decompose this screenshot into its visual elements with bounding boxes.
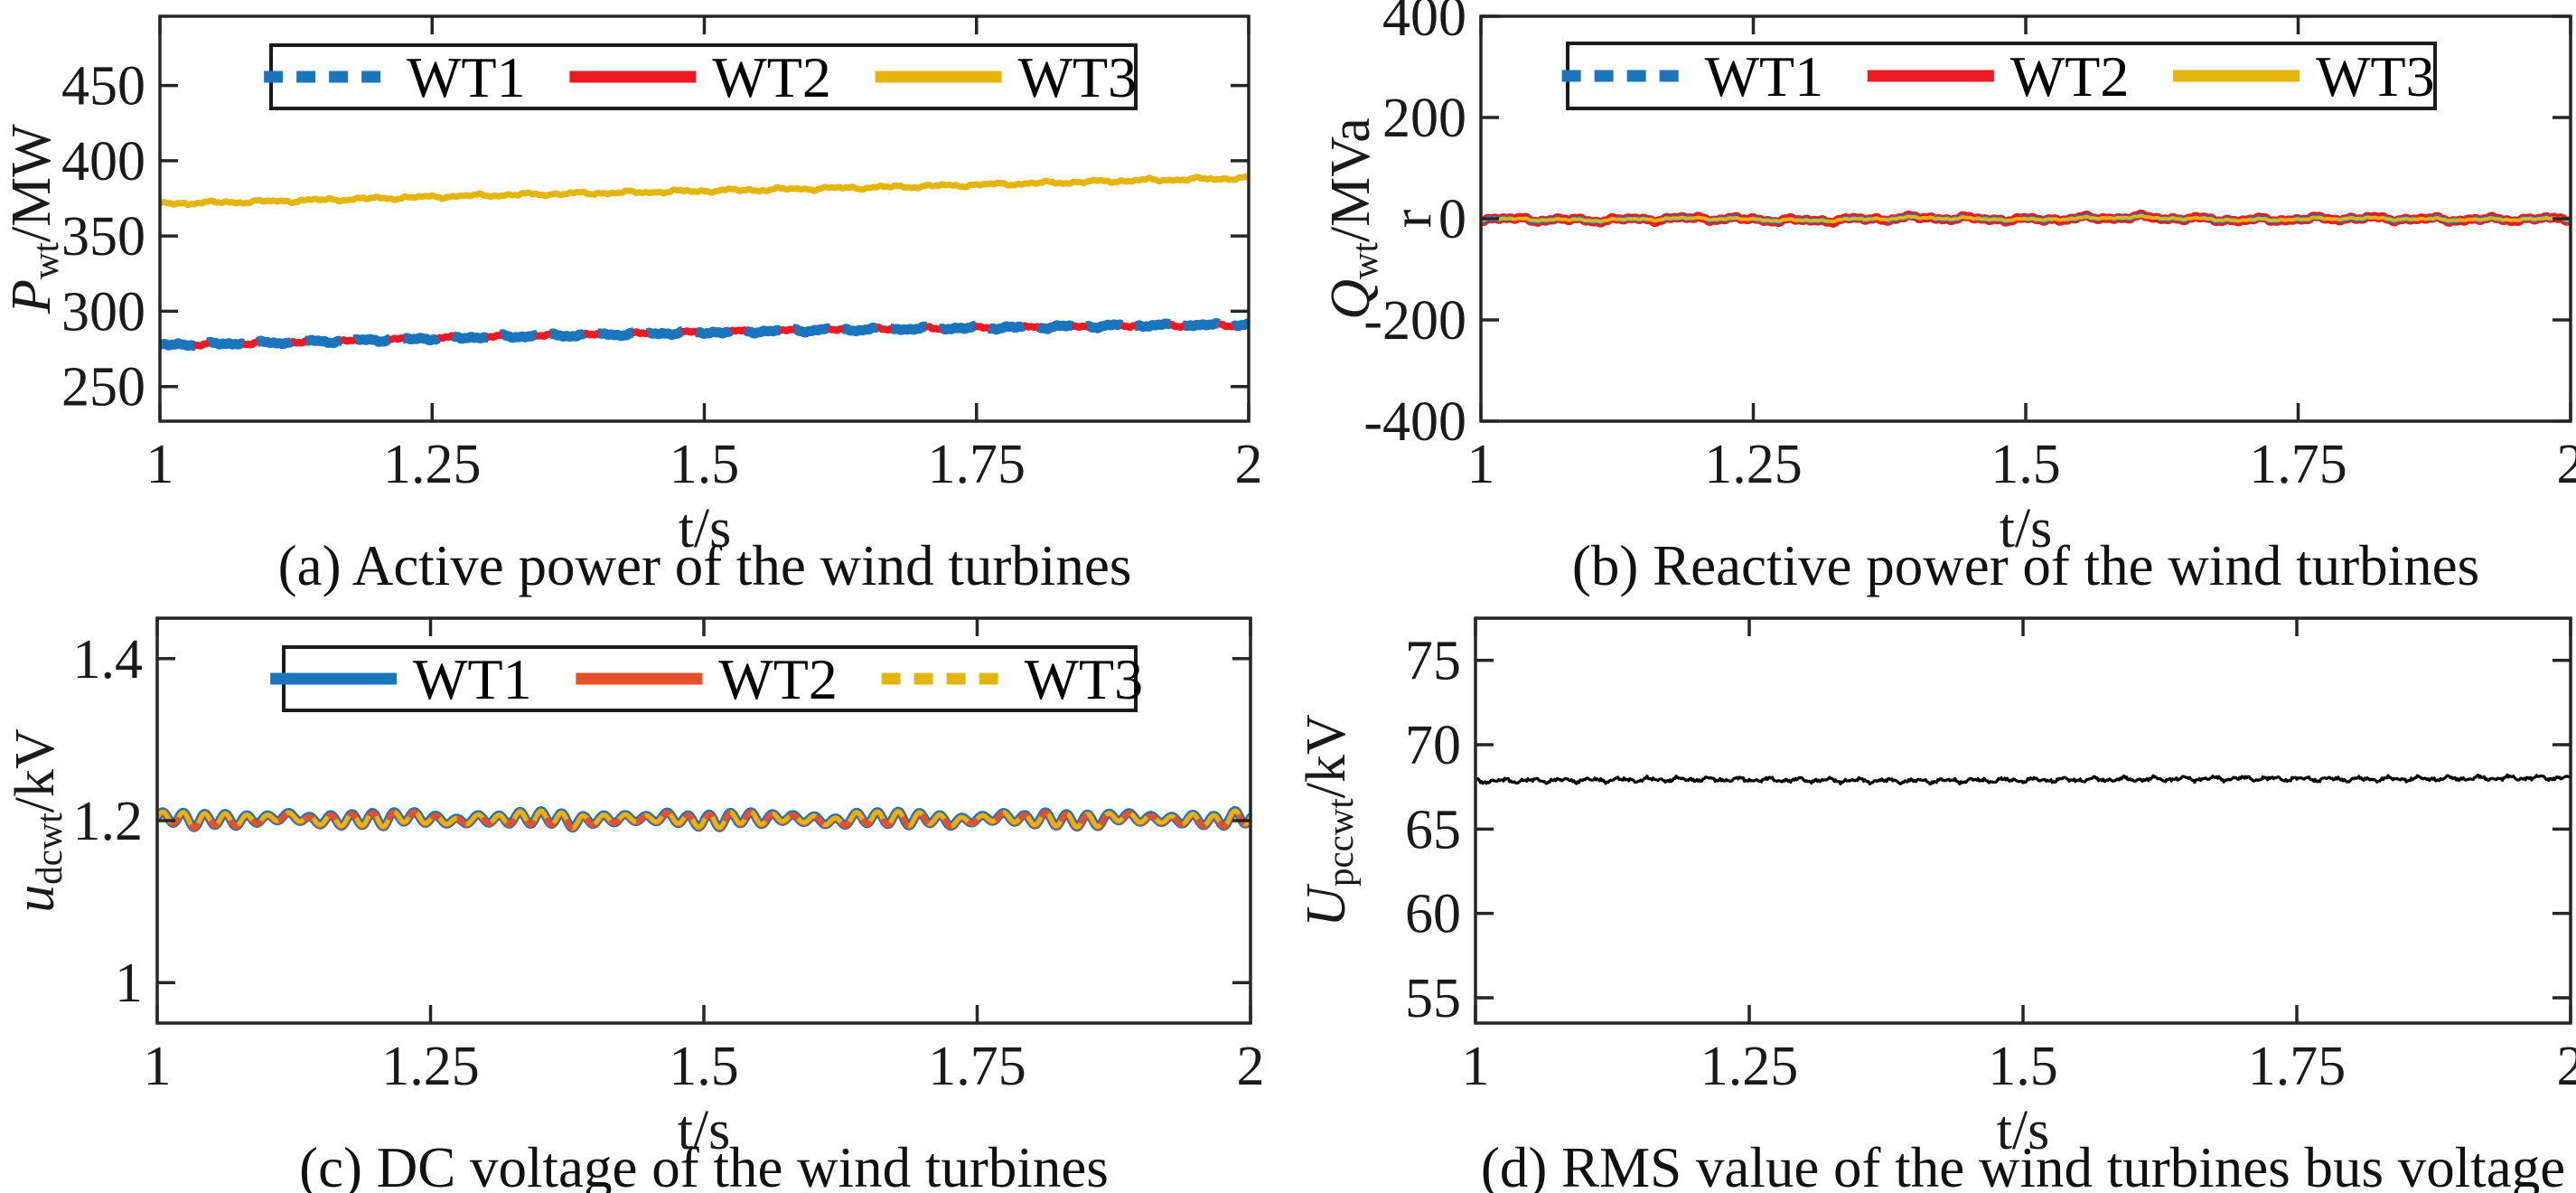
y-tick-label: -400	[1363, 391, 1466, 453]
legend-label-wt1: WT1	[1705, 44, 1824, 108]
x-tick-label: 1.25	[1704, 434, 1803, 495]
y-axis-label-active-power: Pwt/MW	[1, 124, 67, 314]
legend-label-wt1: WT1	[413, 647, 532, 711]
x-tick-label: 1	[146, 434, 174, 495]
x-tick-label: 1.5	[670, 434, 740, 495]
legend-label-wt3: WT3	[1025, 647, 1144, 711]
y-tick-label: 60	[1405, 884, 1461, 945]
y-tick-label: 65	[1405, 799, 1461, 860]
x-tick-label: 1.75	[928, 434, 1026, 495]
panel-dc-voltage: 1 1.25 1.5 1.75 2 1 1.2 1.4 WT1 WT2 WT3 udcwt/kV t…	[0, 596, 1288, 1193]
x-tick-label: 1	[1462, 1036, 1490, 1097]
x-tick-label: 1.25	[1700, 1036, 1799, 1097]
x-tick-label: 1.5	[1991, 434, 2061, 495]
x-axis-label-a: t/s	[678, 498, 732, 559]
chart-reactive-power: 1 1.25 1.5 1.75 2 -400 -200 0 200 400 WT1 WT2 WT3	[1363, 0, 2576, 495]
x-tick-label: 2	[2557, 434, 2576, 495]
legend-label-wt2: WT2	[2010, 44, 2130, 108]
x-tick-label: 2	[1235, 434, 1263, 495]
panel-active-power: 1 1.25 1.5 1.75 2 250 300 350 400 450 WT1 WT2 WT3 Pw…	[0, 0, 1288, 597]
x-tick-label: 1.5	[669, 1036, 739, 1097]
caption-c: (c) DC voltage of the wind turbines	[299, 1136, 1109, 1193]
ylabel-subscript: pccwt	[1320, 798, 1362, 887]
chart-active-power: 1 1.25 1.5 1.75 2 250 300 350 400 450 WT1 WT2 WT3	[61, 14, 1263, 495]
ylabel-subscript: wt	[25, 242, 67, 279]
caption-a: (a) Active power of the wind turbines	[277, 534, 1132, 597]
legend-label-wt2: WT2	[718, 647, 838, 711]
y-tick-label: 350	[61, 206, 145, 268]
y-tick-label: 75	[1405, 631, 1461, 692]
y-tick-label: 55	[1405, 968, 1461, 1029]
x-tick-label: 1.75	[928, 1036, 1026, 1097]
y-tick-label: -200	[1363, 290, 1466, 352]
ylabel-unit: /MVa	[1320, 117, 1382, 243]
x-tick-label: 1.75	[2249, 434, 2347, 495]
legend-label-wt1: WT1	[407, 45, 526, 109]
legend-label-wt3: WT3	[1018, 45, 1138, 109]
ylabel-subscript: dcwt	[29, 813, 70, 885]
y-tick-label: 200	[1382, 88, 1466, 149]
ylabel-symbol: u	[5, 884, 67, 913]
chart-bus-voltage: 1 1.25 1.5 1.75 2 55 60 65 70 75	[1405, 616, 2576, 1097]
y-tick-label: 1.2	[73, 791, 144, 852]
panel-reactive-power: 1 1.25 1.5 1.75 2 -400 -200 0 200 400 WT1 WT2 WT3 Qw…	[1288, 0, 2576, 597]
ylabel-symbol: U	[1296, 886, 1358, 927]
y-tick-label: 450	[61, 56, 145, 117]
x-axis-label-d: t/s	[1996, 1100, 2050, 1161]
ylabel-subscript: wt	[1344, 242, 1386, 279]
panel-bus-voltage: 1 1.25 1.5 1.75 2 55 60 65 70 75 Upccwt/kV t/s (d…	[1288, 596, 2576, 1193]
y-axis-label-reactive-power: Qwt/MVa r	[1320, 117, 1443, 320]
ylabel-unit: /kV	[5, 728, 67, 813]
y-tick-label: 300	[61, 281, 145, 343]
y-tick-label: 400	[61, 131, 145, 193]
ylabel-symbol: Q	[1320, 278, 1382, 320]
x-tick-label: 1	[1467, 434, 1495, 495]
legend-label-wt2: WT2	[712, 45, 831, 109]
ylabel-line2: r	[1381, 209, 1443, 229]
y-tick-label: 250	[61, 357, 145, 418]
x-tick-label: 1.25	[383, 434, 482, 495]
x-axis-label-c: t/s	[677, 1100, 731, 1161]
y-tick-label: 1.4	[73, 629, 144, 690]
y-tick-label: 1	[115, 953, 143, 1014]
y-axis-label-bus-voltage: Upccwt/kV	[1296, 714, 1362, 927]
x-tick-label: 2	[2557, 1036, 2576, 1097]
x-tick-label: 2	[1237, 1036, 1265, 1097]
x-tick-label: 1.75	[2248, 1036, 2347, 1097]
y-axis-label-dc-voltage: udcwt/kV	[5, 728, 70, 913]
x-axis-label-b: t/s	[1999, 498, 2053, 559]
ylabel-line1: Qwt/MVa	[1320, 117, 1386, 320]
chart-dc-voltage: 1 1.25 1.5 1.75 2 1 1.2 1.4 WT1 WT2 WT3	[73, 616, 1265, 1097]
y-tick-label: 70	[1405, 715, 1461, 776]
y-tick-label: 0	[1438, 189, 1466, 250]
ylabel-unit: /MW	[1, 124, 63, 243]
ylabel-unit: /kV	[1296, 714, 1358, 799]
caption-b: (b) Reactive power of the wind turbines	[1571, 534, 2480, 597]
legend-label-wt3: WT3	[2316, 44, 2435, 108]
y-tick-label: 400	[1382, 0, 1466, 48]
caption-d: (d) RMS value of the wind turbines bus v…	[1480, 1136, 2566, 1193]
x-tick-label: 1.25	[381, 1036, 480, 1097]
ylabel-symbol: P	[1, 278, 63, 314]
x-tick-label: 1.5	[1988, 1036, 2058, 1097]
x-tick-label: 1	[144, 1036, 172, 1097]
